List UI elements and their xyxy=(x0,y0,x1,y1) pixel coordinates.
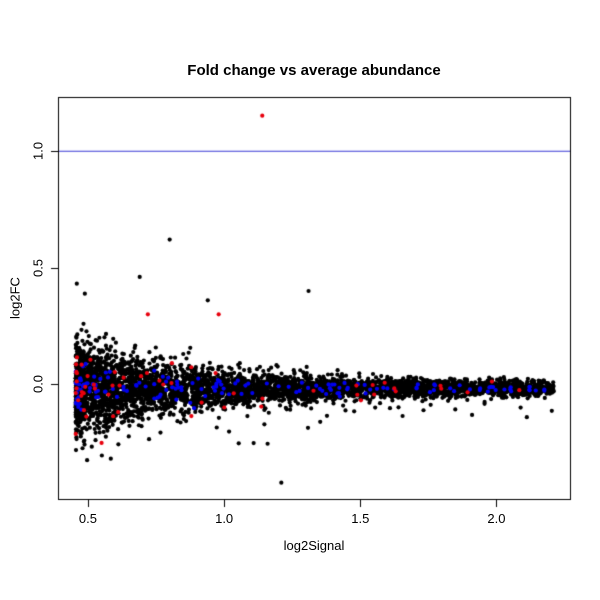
y-tick-label: 0.0 xyxy=(30,375,46,394)
plot-title: Fold change vs average abundance xyxy=(187,62,441,79)
y-axis-label: log2FC xyxy=(7,277,23,319)
x-tick-label: 1.0 xyxy=(215,511,234,526)
y-tick-label: 0.5 xyxy=(30,258,46,277)
x-axis-label: log2Signal xyxy=(283,538,345,553)
x-tick-label: 2.0 xyxy=(487,511,506,526)
x-tick-label: 0.5 xyxy=(78,511,97,526)
x-tick-label: 1.5 xyxy=(351,511,370,526)
y-tick-label: 1.0 xyxy=(30,141,46,160)
